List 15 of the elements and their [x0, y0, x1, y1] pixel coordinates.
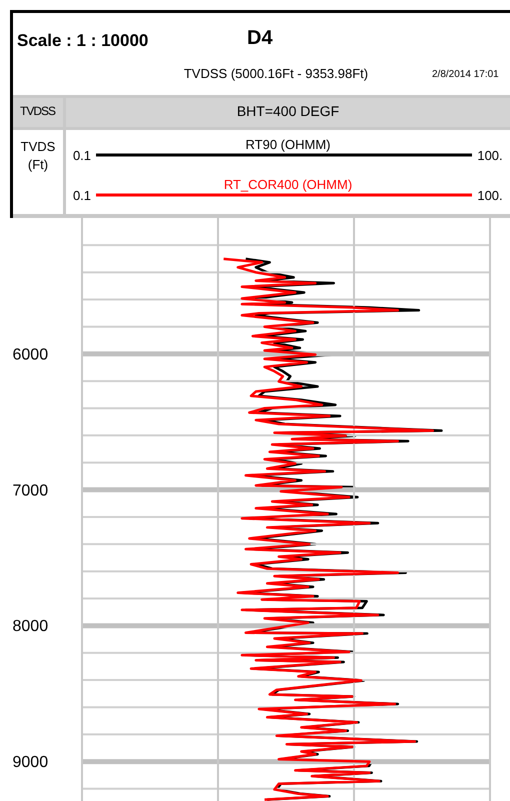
- y-axis-title: TVDS (Ft): [20, 138, 56, 174]
- y-tick-label: 9000: [12, 754, 48, 772]
- chart-title: D4: [247, 27, 273, 50]
- text: 0.1: [72, 188, 92, 203]
- chart-subtitle: TVDSS (5000.16Ft - 9353.98Ft): [184, 66, 368, 81]
- y-tick-label: 6000: [12, 346, 48, 364]
- y-tick-label: 8000: [12, 618, 48, 636]
- text: TVDSS: [18, 104, 56, 118]
- text: 100.: [477, 188, 503, 203]
- text: Scale : 1 : 10000: [17, 31, 148, 51]
- text: RT_COR400 (OHMM): [224, 177, 352, 192]
- text: BHT=400 DEGF: [236, 103, 340, 119]
- text: RT90 (OHMM): [246, 137, 330, 152]
- y-tick-label: 7000: [12, 482, 48, 500]
- text: 2/8/2014 17:01: [432, 69, 499, 80]
